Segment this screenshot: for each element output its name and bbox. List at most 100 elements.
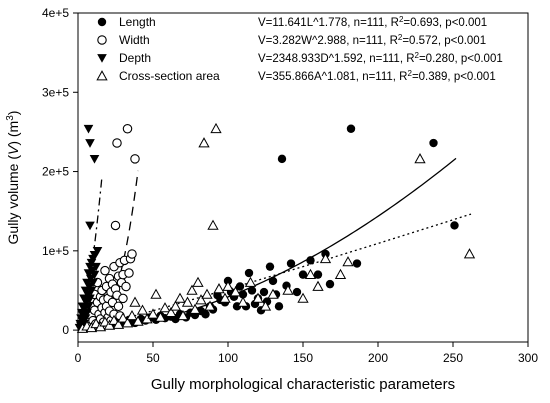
- data-point-cross-section-area: [154, 311, 167, 322]
- x-axis-label: Gully morphological characteristic param…: [151, 376, 455, 393]
- data-point-length: [247, 286, 257, 295]
- data-point-width: [121, 281, 131, 292]
- data-point-cross-section-area: [132, 315, 144, 326]
- data-point-cross-section-area: [334, 268, 347, 279]
- fit-equation: V=355.866A^1.081, n=111, R2=0.389, p<0.0…: [258, 69, 496, 83]
- legend-label: Depth: [119, 51, 151, 65]
- data-point-length: [298, 270, 308, 279]
- data-point-length: [306, 256, 315, 265]
- data-point-depth: [85, 294, 95, 304]
- data-point-length: [238, 290, 248, 299]
- data-point-cross-section-area: [204, 300, 216, 311]
- data-point-length: [325, 279, 335, 289]
- data-point-cross-section-area: [259, 300, 272, 311]
- data-point-depth: [83, 124, 94, 134]
- data-point-cross-section-area: [117, 312, 129, 323]
- legend-marker-depth: [97, 54, 107, 63]
- data-point-cross-section-area: [177, 310, 189, 321]
- data-point-length: [259, 287, 269, 297]
- legend-label: Width: [119, 33, 150, 47]
- data-point-length: [450, 221, 459, 230]
- data-point-cross-section-area: [192, 276, 204, 287]
- data-point-cross-section-area: [174, 292, 186, 303]
- data-point-cross-section-area: [150, 288, 162, 299]
- data-point-cross-section-area: [304, 268, 317, 279]
- data-point-cross-section-area: [222, 280, 234, 291]
- data-point-cross-section-area: [319, 252, 332, 264]
- data-point-cross-section-area: [463, 248, 476, 259]
- data-points: [74, 122, 476, 333]
- data-point-cross-section-area: [297, 292, 309, 303]
- x-tick-label: 200: [368, 351, 388, 365]
- data-point-width: [127, 249, 137, 259]
- data-point-cross-section-area: [414, 153, 426, 164]
- data-point-length: [286, 259, 296, 268]
- data-point-cross-section-area: [201, 288, 213, 299]
- data-point-cross-section-area: [126, 310, 138, 321]
- data-point-depth: [80, 314, 91, 324]
- data-point-cross-section-area: [312, 280, 324, 291]
- x-tick-label: 0: [75, 351, 82, 365]
- y-axis-label: Gully volume (V) (m3): [5, 111, 21, 245]
- data-point-length: [352, 259, 362, 268]
- data-point-cross-section-area: [186, 284, 198, 295]
- data-point-length: [268, 276, 278, 286]
- x-tick-label: 50: [146, 351, 160, 365]
- data-point-depth: [82, 308, 92, 318]
- data-point-length: [292, 287, 302, 297]
- data-point-cross-section-area: [165, 306, 177, 318]
- data-point-depth: [86, 286, 97, 296]
- y-tick-label: 2e+5: [42, 165, 69, 179]
- legend-marker-width: [97, 35, 107, 45]
- data-point-depth: [89, 155, 100, 164]
- data-point-cross-section-area: [210, 122, 222, 134]
- y-tick-label: 3e+5: [42, 85, 69, 99]
- data-point-cross-section-area: [108, 314, 120, 325]
- data-point-cross-section-area: [244, 276, 257, 287]
- y-tick-label: 0: [62, 323, 69, 337]
- legend-marker-length: [97, 17, 107, 27]
- data-point-cross-section-area: [147, 308, 159, 319]
- data-point-cross-section-area: [229, 286, 242, 297]
- data-point-length: [201, 310, 210, 319]
- data-point-cross-section-area: [129, 296, 141, 307]
- data-point-depth: [88, 278, 98, 288]
- legend: Length Width Depth Cross-section area: [96, 15, 220, 83]
- data-point-width: [118, 293, 128, 304]
- data-point-cross-section-area: [252, 292, 264, 303]
- data-point-cross-section-area: [267, 288, 279, 299]
- data-point-length: [346, 124, 356, 133]
- fit-curve-width: [79, 170, 139, 331]
- data-point-width: [122, 123, 133, 134]
- fit-equation: V=2348.933D^1.592, n=111, R2=0.280, p<0.…: [258, 51, 503, 65]
- data-point-width: [112, 138, 122, 148]
- legend-marker-cross-section-area: [96, 70, 108, 81]
- data-point-width: [100, 265, 110, 276]
- data-point-cross-section-area: [237, 296, 249, 307]
- fit-equations: V=11.641L^1.778, n=111, R2=0.693, p<0.00…: [258, 15, 503, 83]
- data-point-depth: [83, 302, 94, 312]
- legend-label: Length: [119, 15, 156, 29]
- data-point-cross-section-area: [207, 219, 219, 230]
- data-point-length: [274, 302, 284, 311]
- data-point-cross-section-area: [219, 292, 231, 303]
- data-point-cross-section-area: [121, 317, 134, 328]
- y-tick-label: 1e+5: [42, 244, 69, 258]
- data-point-cross-section-area: [159, 302, 171, 313]
- data-point-cross-section-area: [136, 304, 149, 315]
- data-point-width: [110, 220, 121, 231]
- data-point-length: [244, 268, 254, 278]
- fit-equation: V=11.641L^1.778, n=111, R2=0.693, p<0.00…: [258, 15, 487, 29]
- data-point-length: [313, 270, 323, 279]
- data-point-cross-section-area: [169, 300, 182, 311]
- data-point-width: [113, 301, 124, 312]
- data-point-cross-section-area: [189, 303, 201, 314]
- data-point-cross-section-area: [282, 284, 294, 295]
- data-point-width: [130, 154, 140, 164]
- data-point-width: [124, 268, 134, 278]
- data-point-depth: [92, 246, 103, 256]
- x-tick-label: 250: [443, 351, 463, 365]
- data-point-cross-section-area: [181, 296, 194, 307]
- data-point-cross-section-area: [112, 318, 125, 329]
